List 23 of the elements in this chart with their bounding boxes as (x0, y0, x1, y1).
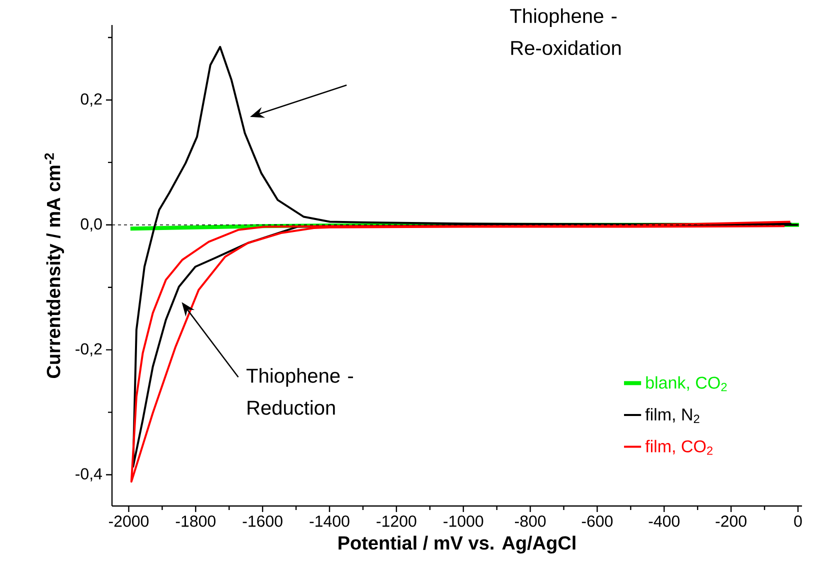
line-series (130, 220, 792, 483)
x-tick-label: -1400 (310, 516, 350, 527)
x-tick-label: -1600 (242, 516, 282, 527)
x-tick-label: 0 (794, 516, 802, 527)
annotation: Thiophene - Re-oxidation (510, 8, 621, 56)
x-tick-label: -1000 (444, 516, 484, 527)
x-tick-label: -400 (648, 516, 680, 527)
y-tick-label: 0,2 (80, 93, 102, 107)
x-axis-title: Potential / mV vs. Ag/AgCl (338, 536, 576, 554)
x-tick-label: -800 (514, 516, 546, 527)
y-tick-label: 0,0 (80, 218, 102, 232)
y-axis-title: Currentdensity / mA cm$^{-2}$ (44, 153, 64, 378)
x-tick-label: -200 (716, 516, 746, 527)
y-tick-label: -0,4 (76, 468, 102, 482)
annotation: Thiophene - Reduction (246, 368, 353, 415)
x-tick-label: -1200 (376, 516, 416, 527)
legend-label: film, N$_{2}$ (645, 408, 700, 423)
x-tick-label: -1800 (176, 516, 216, 527)
y-tick-label: -0,2 (76, 343, 102, 356)
x-tick-label: -600 (582, 516, 613, 527)
legend-label: film, CO$_{2}$ (645, 440, 712, 455)
x-tick-label: -2000 (108, 516, 149, 527)
legend-label: blank, CO$_{2}$ (646, 376, 727, 392)
